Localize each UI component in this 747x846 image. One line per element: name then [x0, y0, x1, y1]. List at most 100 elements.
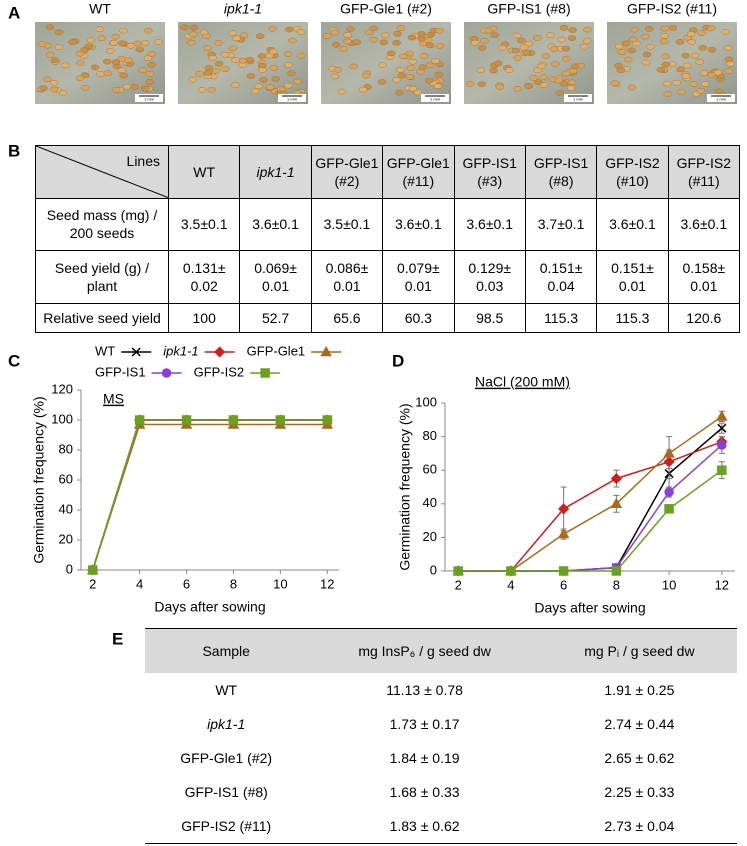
table-cell: 0.158± 0.01	[667, 250, 741, 304]
seed	[245, 56, 254, 63]
seed	[246, 73, 256, 79]
marker	[506, 566, 516, 576]
legend-marker	[260, 368, 270, 378]
seed	[529, 75, 538, 81]
seed	[143, 55, 153, 61]
seed	[477, 81, 486, 87]
seed	[195, 70, 204, 77]
y-tick-label: 20	[59, 531, 73, 546]
table-cell: 60.3	[382, 302, 455, 334]
seed	[707, 47, 717, 53]
y-axis-label: Germination frequency (%)	[397, 403, 413, 570]
seed	[640, 33, 650, 40]
seed	[268, 25, 277, 32]
seed	[102, 58, 112, 65]
seed	[418, 64, 428, 71]
seed	[407, 34, 417, 41]
seed	[297, 52, 306, 59]
seed	[425, 77, 434, 84]
y-tick-label: 80	[423, 428, 437, 443]
seed	[551, 61, 560, 67]
seed	[126, 42, 136, 49]
seed	[45, 24, 55, 30]
seed	[559, 24, 569, 31]
seed	[533, 35, 542, 41]
table-cell: GFP-Gle1 (#2)	[180, 750, 273, 766]
marker	[87, 565, 98, 575]
diagonal	[36, 146, 168, 198]
seed	[660, 25, 670, 32]
seed	[646, 43, 655, 50]
seed	[641, 59, 650, 66]
y-tick-label: 20	[423, 529, 437, 544]
seed	[130, 83, 139, 90]
seed	[697, 30, 706, 36]
seed	[521, 49, 531, 56]
seed	[533, 79, 543, 86]
panel-label: D	[392, 351, 404, 370]
scale-bar-box	[564, 94, 592, 102]
table-cell: 2.65 ± 0.62	[604, 750, 675, 766]
scale-label: 1 mm	[573, 97, 584, 102]
seed	[627, 47, 637, 54]
legend-label: GFP-IS2	[194, 364, 245, 379]
table-cell: 120.6	[667, 302, 741, 334]
seed	[399, 53, 408, 60]
sample-label: GFP-IS1 (#8)	[487, 1, 570, 17]
seed	[470, 39, 480, 46]
marker	[558, 566, 569, 576]
seed	[511, 47, 521, 54]
seed	[568, 27, 577, 33]
seed	[707, 25, 716, 32]
y-tick-label: 0	[66, 561, 73, 576]
seed	[408, 58, 418, 65]
seed	[726, 61, 735, 67]
legend-label: ipk1-1	[163, 343, 198, 358]
x-tick-label: 12	[320, 576, 334, 591]
seed	[721, 29, 730, 35]
marker	[322, 415, 333, 425]
seed	[615, 43, 624, 50]
seed	[117, 67, 126, 74]
seed	[681, 73, 691, 79]
seed	[38, 41, 47, 47]
seed	[570, 63, 580, 70]
seed	[677, 88, 686, 95]
seed	[288, 37, 297, 44]
table-row: GFP-IS2 (#11) 1.83 ± 0.62 2.73 ± 0.04	[145, 809, 737, 844]
table-cell: 2.73 ± 0.04	[604, 818, 675, 834]
seed	[567, 35, 577, 41]
marker	[663, 447, 675, 458]
seed	[465, 81, 475, 87]
seed	[583, 38, 592, 44]
seed	[691, 52, 700, 59]
marker	[453, 566, 463, 576]
x-axis-label: Days after sowing	[154, 599, 265, 615]
seed	[566, 85, 576, 91]
column-header: GFP-IS2 (#11)	[667, 145, 741, 199]
seed	[561, 70, 570, 77]
seed	[75, 50, 85, 57]
seed	[228, 45, 237, 52]
seed	[495, 84, 505, 90]
x-tick-label: 12	[715, 577, 729, 592]
table-cell: 0.069± 0.01	[239, 250, 312, 304]
x-tick-label: 6	[183, 576, 190, 591]
y-axis-label: Germination frequency (%)	[31, 396, 47, 563]
seed	[220, 51, 230, 58]
seed	[541, 53, 551, 59]
seed	[54, 29, 64, 36]
table-cell: 100	[167, 302, 241, 334]
seed	[343, 38, 352, 45]
seed	[333, 66, 343, 73]
seed	[562, 55, 571, 62]
seed	[257, 53, 267, 59]
seed	[76, 60, 85, 66]
table-row: WT 11.13 ± 0.78 1.91 ± 0.25	[145, 673, 737, 707]
seed	[258, 67, 267, 73]
table-cell: ipk1-1	[207, 716, 246, 732]
seed	[435, 43, 445, 49]
seed	[330, 29, 340, 36]
seed	[339, 46, 348, 52]
